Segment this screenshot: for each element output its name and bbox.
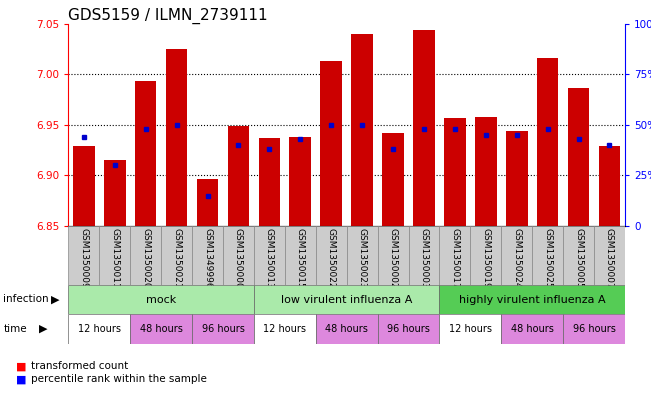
Text: 12 hours: 12 hours [77,324,121,334]
Text: GSM1350015: GSM1350015 [296,228,305,288]
Text: time: time [3,324,27,334]
Bar [254,314,316,344]
Text: ■: ■ [16,374,27,384]
Bar [470,226,501,285]
Text: GSM1349996: GSM1349996 [203,228,212,288]
Text: GSM1350022: GSM1350022 [327,228,336,288]
Bar [506,131,527,226]
Bar [378,226,409,285]
Bar [568,88,589,226]
Bar [537,58,559,226]
Bar [439,226,470,285]
Text: 96 hours: 96 hours [202,324,244,334]
Bar [68,226,99,285]
Text: highly virulent influenza A: highly virulent influenza A [459,295,605,305]
Text: 48 hours: 48 hours [140,324,182,334]
Bar [413,29,435,226]
Bar [192,314,254,344]
Bar [258,138,280,226]
Bar [135,81,156,226]
Text: 12 hours: 12 hours [449,324,492,334]
Bar [599,146,620,226]
Text: 96 hours: 96 hours [573,324,615,334]
Bar [316,226,346,285]
Text: GDS5159 / ILMN_2739111: GDS5159 / ILMN_2739111 [68,7,268,24]
Bar [382,133,404,226]
Bar [439,314,501,344]
Text: GSM1350024: GSM1350024 [512,228,521,288]
Bar [444,118,465,226]
Bar [320,61,342,226]
Text: GSM1350011: GSM1350011 [110,228,119,288]
Text: ▶: ▶ [51,294,59,305]
Text: percentile rank within the sample: percentile rank within the sample [31,374,207,384]
Text: GSM1350005: GSM1350005 [574,228,583,288]
Text: 48 hours: 48 hours [326,324,368,334]
Bar [501,226,532,285]
Bar [501,314,563,344]
Bar [197,180,218,226]
Bar [346,226,378,285]
Text: GSM1350019: GSM1350019 [481,228,490,288]
Text: 12 hours: 12 hours [263,324,307,334]
Text: GSM1350020: GSM1350020 [141,228,150,288]
Bar [284,226,316,285]
Text: GSM1350003: GSM1350003 [419,228,428,288]
Bar [68,314,130,344]
Text: GSM1350002: GSM1350002 [389,228,398,288]
Text: GSM1350017: GSM1350017 [450,228,460,288]
Text: GSM1350009: GSM1350009 [79,228,89,288]
Bar [316,314,378,344]
Bar [130,314,192,344]
Bar [166,49,187,226]
Text: GSM1350000: GSM1350000 [234,228,243,288]
Bar [130,226,161,285]
Text: 48 hours: 48 hours [511,324,553,334]
Bar [161,226,192,285]
Bar [439,285,625,314]
Bar [563,226,594,285]
Bar [532,226,563,285]
Text: GSM1350013: GSM1350013 [265,228,274,288]
Text: GSM1350007: GSM1350007 [605,228,614,288]
Bar [73,146,94,226]
Text: GSM1350023: GSM1350023 [357,228,367,288]
Text: infection: infection [3,294,49,305]
Text: ■: ■ [16,361,27,371]
Bar [192,226,223,285]
Bar [228,126,249,226]
Bar [352,34,373,226]
Bar [594,226,625,285]
Bar [475,117,497,226]
Bar [254,226,284,285]
Bar [68,285,254,314]
Text: mock: mock [146,295,176,305]
Bar [290,137,311,226]
Text: GSM1350025: GSM1350025 [543,228,552,288]
Text: transformed count: transformed count [31,361,128,371]
Bar [104,160,126,226]
Bar [223,226,254,285]
Bar [254,285,439,314]
Text: GSM1350021: GSM1350021 [172,228,181,288]
Bar [409,226,439,285]
Bar [378,314,439,344]
Text: 96 hours: 96 hours [387,324,430,334]
Text: ▶: ▶ [39,324,48,334]
Bar [99,226,130,285]
Text: low virulent influenza A: low virulent influenza A [281,295,412,305]
Bar [563,314,625,344]
